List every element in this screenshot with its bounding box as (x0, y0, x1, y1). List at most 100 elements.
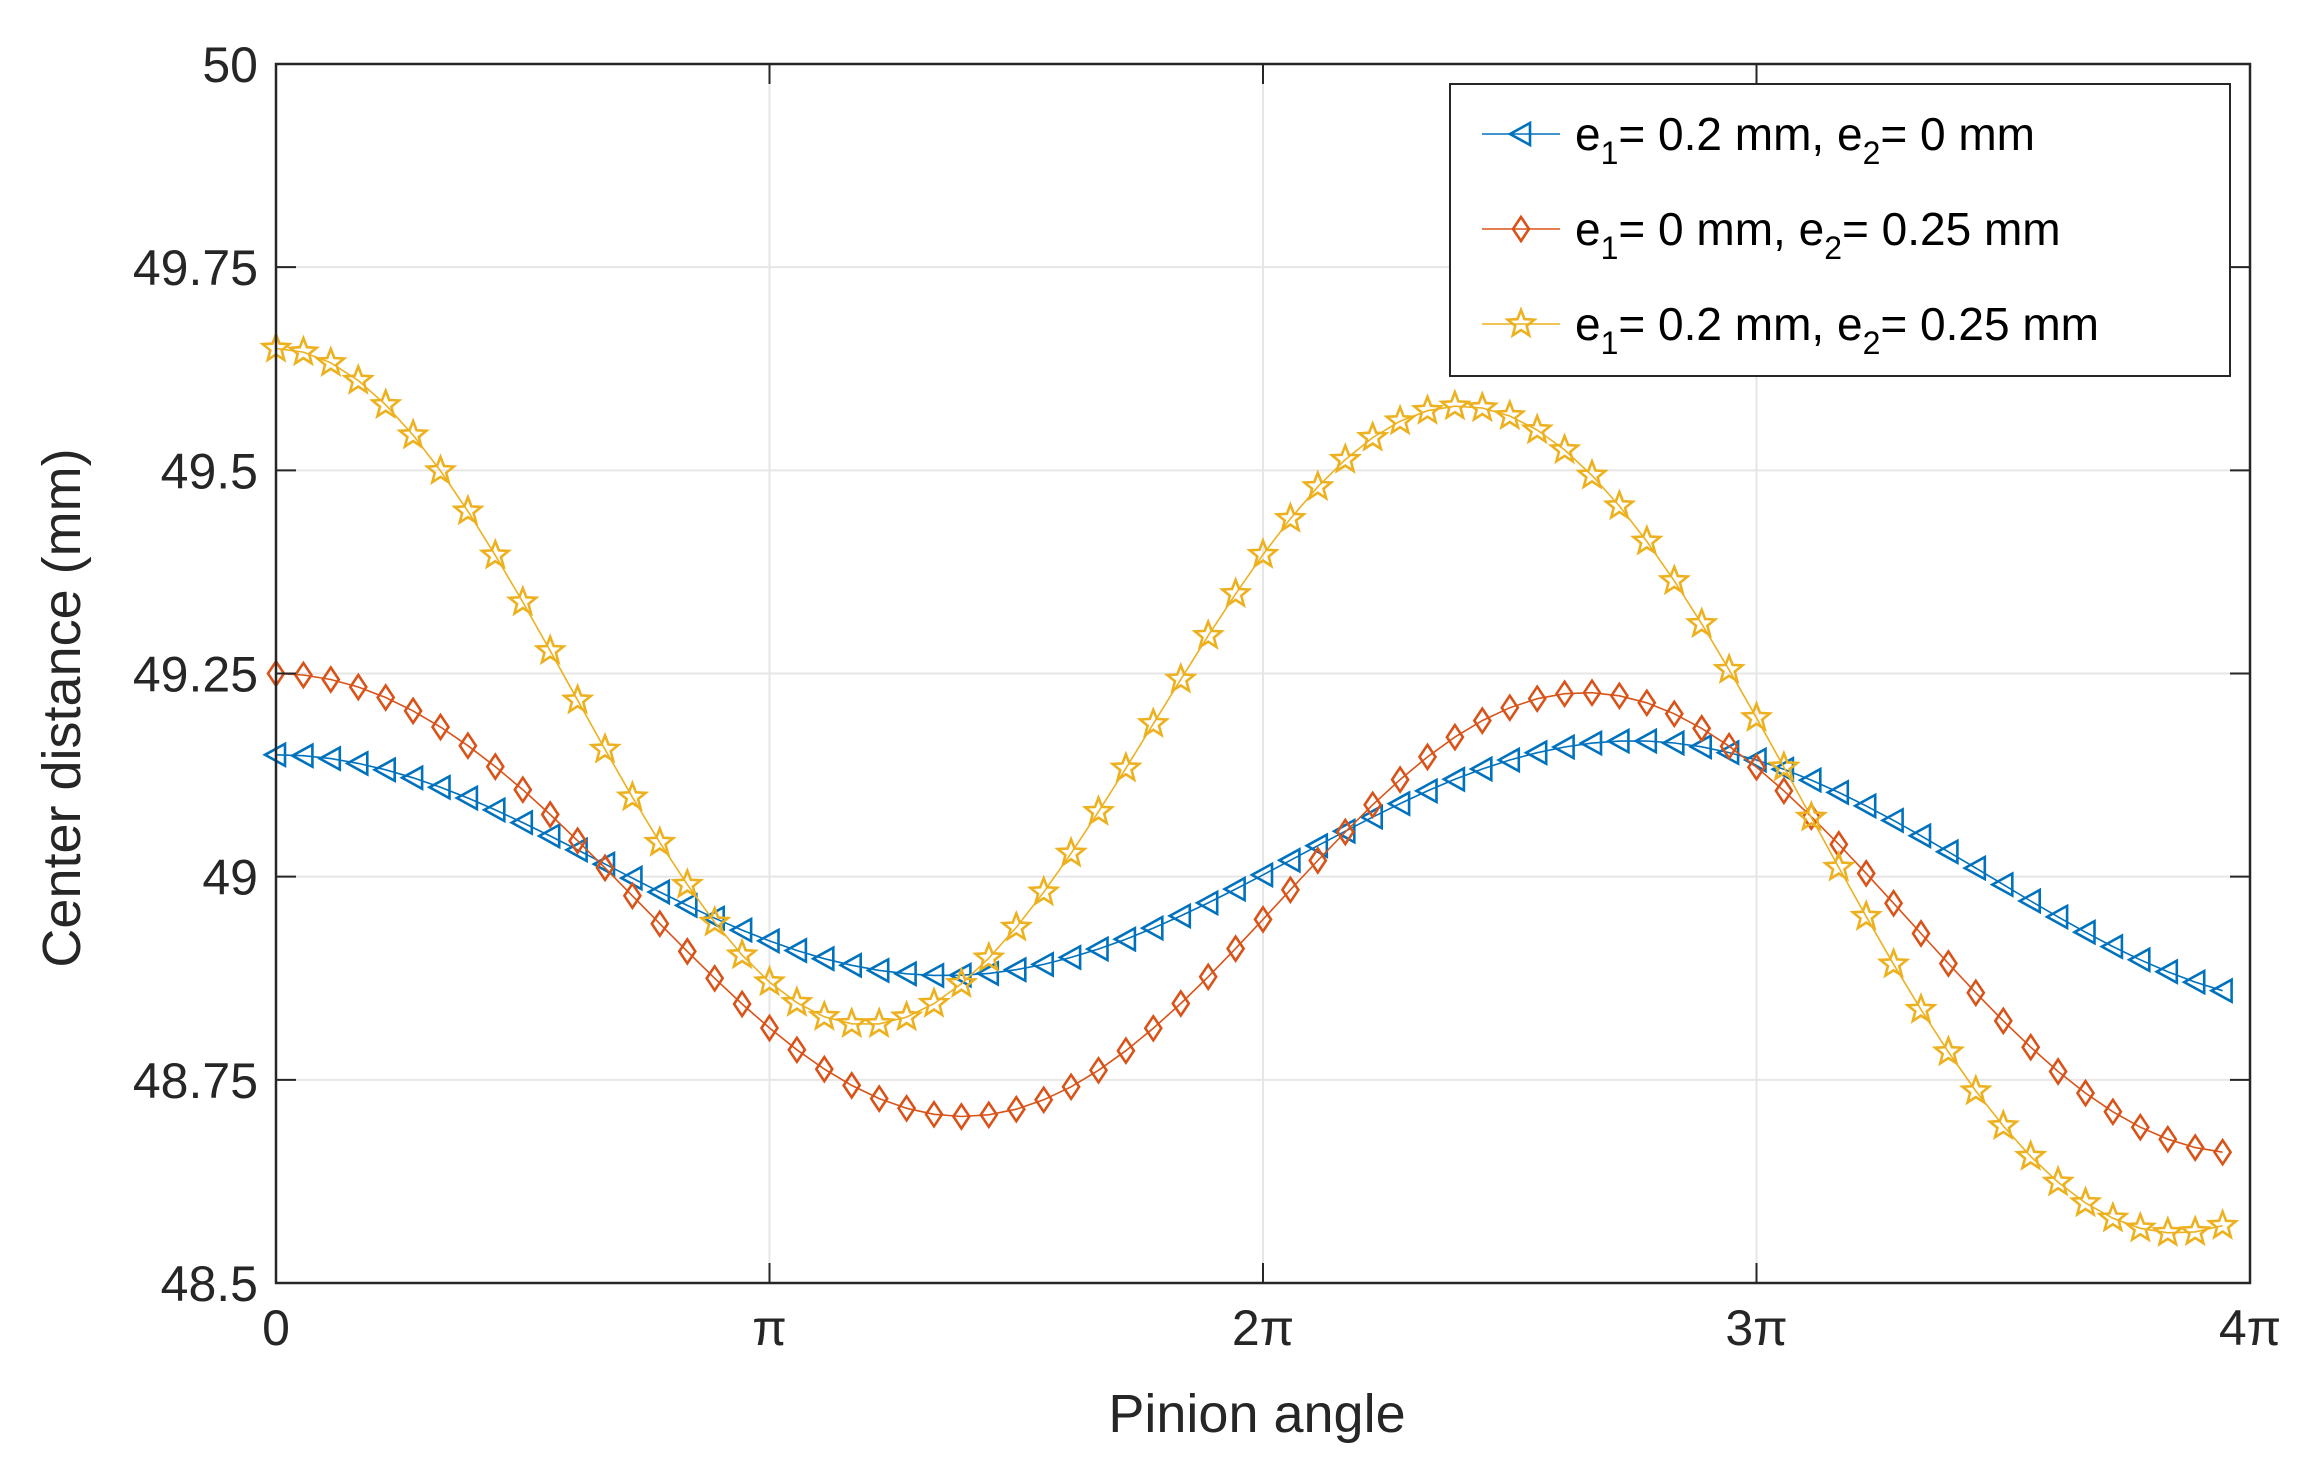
data-point (869, 1084, 889, 1113)
data-point (536, 822, 561, 850)
data-point (1335, 817, 1355, 847)
data-point (780, 985, 814, 1017)
data-point (568, 826, 588, 856)
data-point (1359, 803, 1383, 831)
data-point (1575, 457, 1609, 490)
data-point (1163, 661, 1198, 694)
data-point (286, 334, 321, 367)
data-point (2099, 933, 2124, 960)
y-axis-label: Center distance (mm) (32, 448, 92, 967)
data-point (1511, 214, 1531, 244)
data-point (755, 927, 780, 955)
data-point (1002, 956, 1027, 983)
data-point (1609, 681, 1629, 711)
legend-text-part: = 0 mm (1880, 108, 2035, 160)
data-point (725, 937, 759, 970)
data-point (1856, 859, 1876, 888)
data-point (615, 779, 650, 812)
data-point (1472, 706, 1492, 735)
data-point (372, 756, 397, 783)
data-point (787, 1035, 807, 1065)
data-point (838, 952, 863, 979)
data-point (1657, 563, 1692, 596)
data-point (321, 665, 341, 694)
data-point (2213, 1137, 2233, 1167)
data-point (1386, 790, 1411, 817)
data-point (1030, 951, 1054, 978)
data-point (1692, 714, 1712, 743)
legend-text-part: = 0 mm, (1618, 203, 1798, 255)
data-point (2103, 1097, 2123, 1127)
data-point (1938, 949, 1958, 978)
data-point (560, 682, 595, 715)
data-point (2126, 946, 2151, 973)
legend-text-part: e (1575, 298, 1601, 350)
legend-subscript: 2 (1863, 325, 1881, 361)
legend-box (1449, 83, 2231, 377)
data-point (814, 1054, 834, 1084)
data-point (348, 672, 368, 702)
data-point (595, 853, 615, 883)
data-point (1550, 733, 1575, 761)
data-point (2208, 977, 2233, 1004)
data-point (1136, 706, 1170, 739)
legend-item-2: e1= 0 mm, e2= 0.25 mm (1482, 203, 2061, 266)
y-tick-label: 49 (202, 850, 258, 906)
series-line (275, 740, 2223, 992)
x-tick-label: π (752, 1300, 787, 1356)
data-point (1684, 606, 1719, 639)
x-tick-label: 0 (262, 1300, 290, 1356)
data-point (1116, 1036, 1136, 1066)
data-point (1167, 902, 1192, 930)
data-point (2017, 887, 2041, 915)
data-point (1246, 536, 1280, 569)
data-point (509, 809, 534, 836)
legend-subscript: 2 (1863, 135, 1881, 171)
data-point (1139, 914, 1164, 942)
data-point (1249, 861, 1274, 889)
data-point (2123, 1210, 2158, 1243)
data-point (732, 989, 752, 1019)
data-point (697, 904, 732, 937)
data-point (485, 752, 505, 781)
legend-text-part: = 0.2 mm, (1618, 298, 1837, 350)
data-point (862, 1006, 896, 1039)
data-point (1774, 776, 1794, 806)
data-point (1907, 822, 1932, 849)
legend-text-part: = 0.25 mm (1842, 203, 2061, 255)
data-point (341, 362, 376, 395)
data-point (1746, 752, 1767, 782)
data-point (344, 750, 369, 777)
data-point (1527, 684, 1547, 714)
data-point (451, 493, 485, 526)
data-point (533, 633, 567, 666)
legend-text-part: e (1799, 203, 1825, 255)
y-tick-label: 49.75 (133, 240, 258, 296)
series-layer (259, 330, 2240, 1248)
data-point (1273, 501, 1308, 533)
data-point (2205, 1207, 2240, 1240)
series-1 (262, 727, 2233, 1004)
data-point (1660, 729, 1685, 757)
data-point (1500, 693, 1520, 723)
data-point (376, 683, 396, 712)
data-point (1390, 765, 1410, 794)
data-point (1962, 854, 1987, 882)
data-point (1605, 727, 1630, 755)
series-line (275, 347, 2223, 1234)
data-point (1054, 835, 1088, 868)
data-point (920, 962, 945, 989)
data-point (677, 937, 697, 966)
legend-text-part: e (1837, 298, 1863, 350)
y-tick-label: 49.25 (133, 647, 258, 703)
data-point (481, 796, 506, 824)
data-point (917, 985, 951, 1018)
data-point (842, 1071, 862, 1100)
legend-item-3: e1= 0.2 mm, e2= 0.25 mm (1482, 298, 2099, 361)
legend-text-part: e (1837, 108, 1863, 160)
data-point (2048, 1057, 2068, 1086)
data-point (1507, 120, 1532, 148)
data-point (670, 866, 705, 899)
data-point (810, 945, 835, 972)
